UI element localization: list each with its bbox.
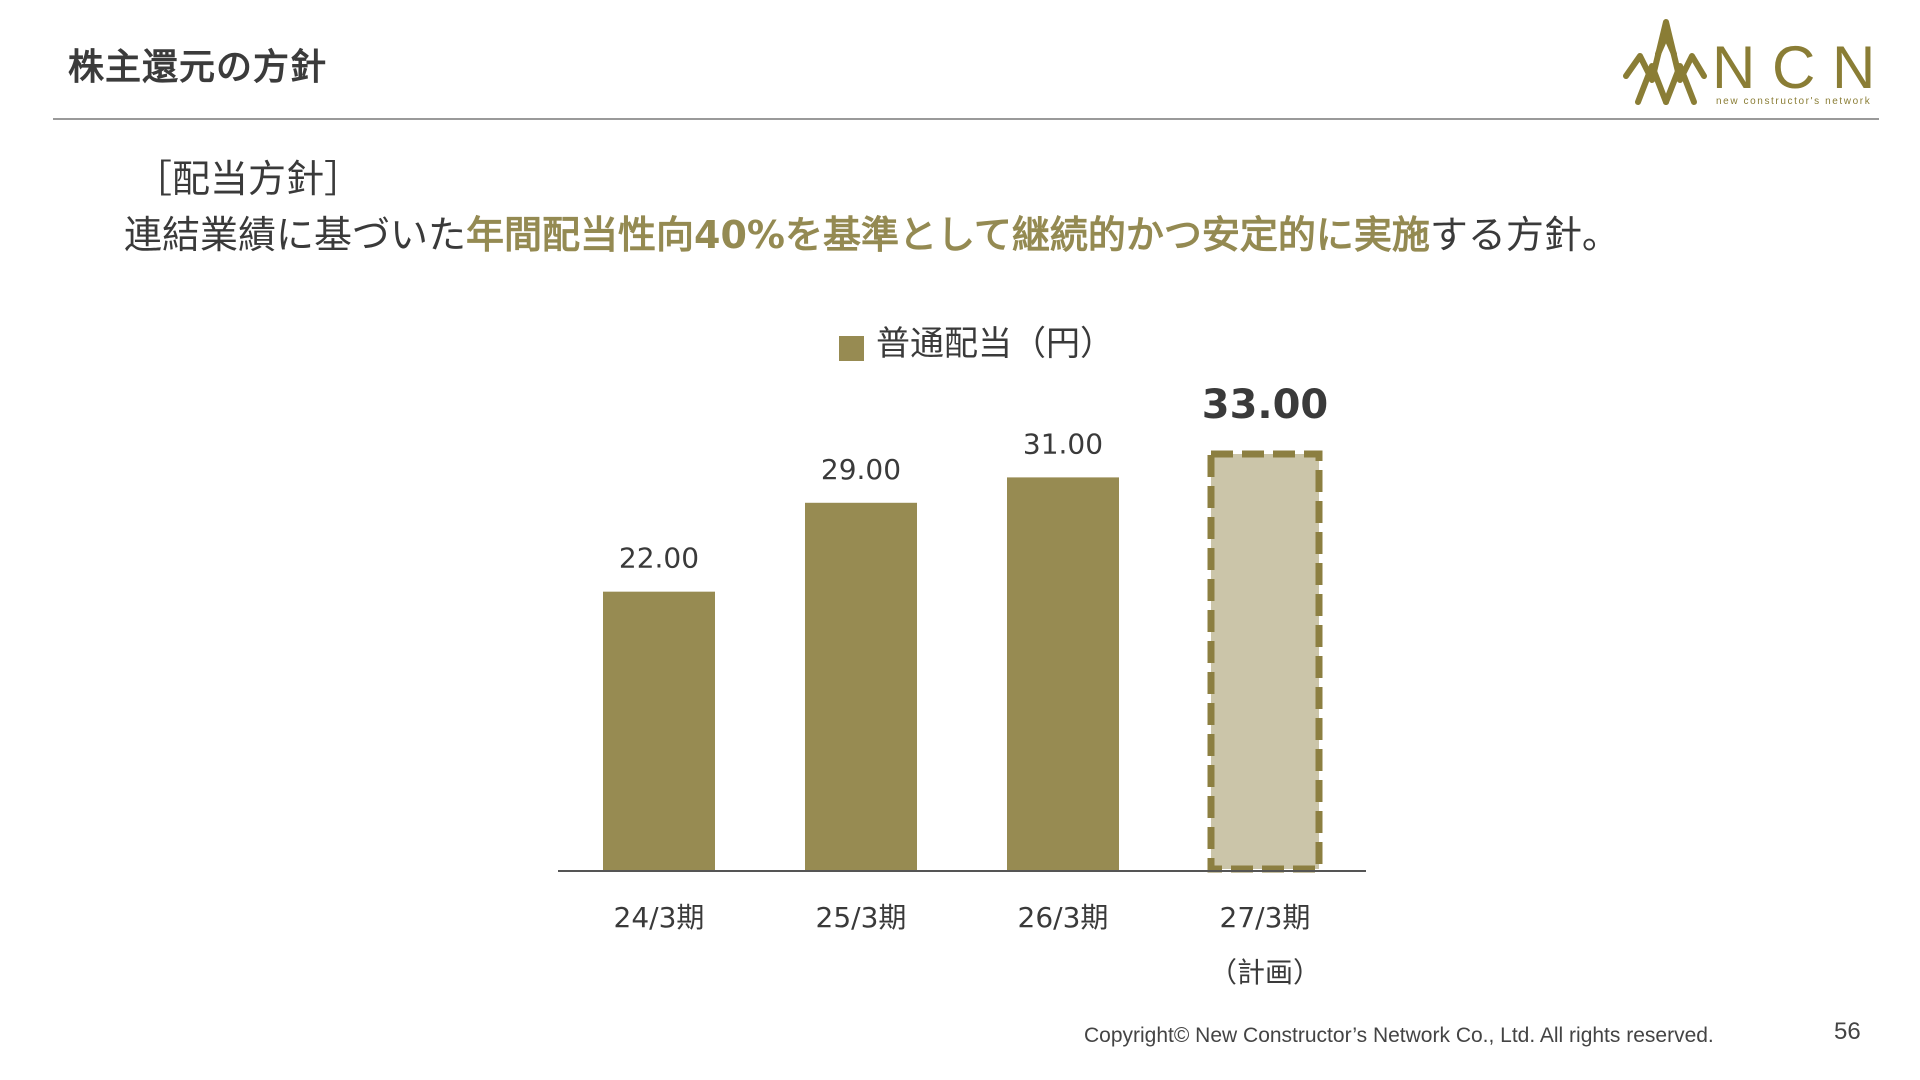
data-label: 31.00 — [1023, 427, 1103, 460]
bar — [1007, 477, 1119, 871]
x-tick-label: 24/3期 — [614, 901, 705, 934]
x-tick-label: 25/3期 — [816, 901, 907, 934]
policy-statement: 連結業績に基づいた年間配当性向40%を基準として継続的かつ安定的に実施する方針。 — [124, 204, 1620, 259]
data-label: 29.00 — [821, 453, 901, 486]
legend-label: 普通配当（円） — [876, 324, 1114, 364]
bar-planned — [1207, 450, 1323, 873]
bar — [805, 502, 917, 871]
ncn-logo-mark-icon — [1623, 19, 1707, 105]
page-number: 56 — [1834, 1018, 1861, 1045]
ncn-logo: N C N new constructor's network — [1623, 19, 1875, 107]
legend-swatch — [839, 336, 864, 361]
bar — [603, 591, 715, 871]
x-tick-label: 27/3期 — [1220, 901, 1311, 934]
slide-title: 株主還元の方針 — [68, 47, 328, 88]
x-tick-label: 26/3期 — [1018, 901, 1109, 934]
data-label: 22.00 — [619, 542, 699, 575]
header-divider — [53, 118, 1879, 120]
policy-heading: ［配当方針］ — [134, 157, 363, 201]
ncn-logo-wordmark: N C N — [1712, 34, 1875, 101]
x-tick-note: （計画） — [1209, 956, 1321, 989]
data-label: 33.00 — [1202, 382, 1329, 428]
copyright-notice: Copyright© New Constructor’s Network Co.… — [1084, 1024, 1714, 1047]
policy-text-highlight: 年間配当性向40%を基準として継続的かつ安定的に実施 — [466, 213, 1430, 257]
ncn-logo-tagline: new constructor's network — [1716, 96, 1871, 107]
policy-text-after: する方針。 — [1429, 213, 1620, 257]
policy-text-before: 連結業績に基づいた — [124, 213, 467, 257]
